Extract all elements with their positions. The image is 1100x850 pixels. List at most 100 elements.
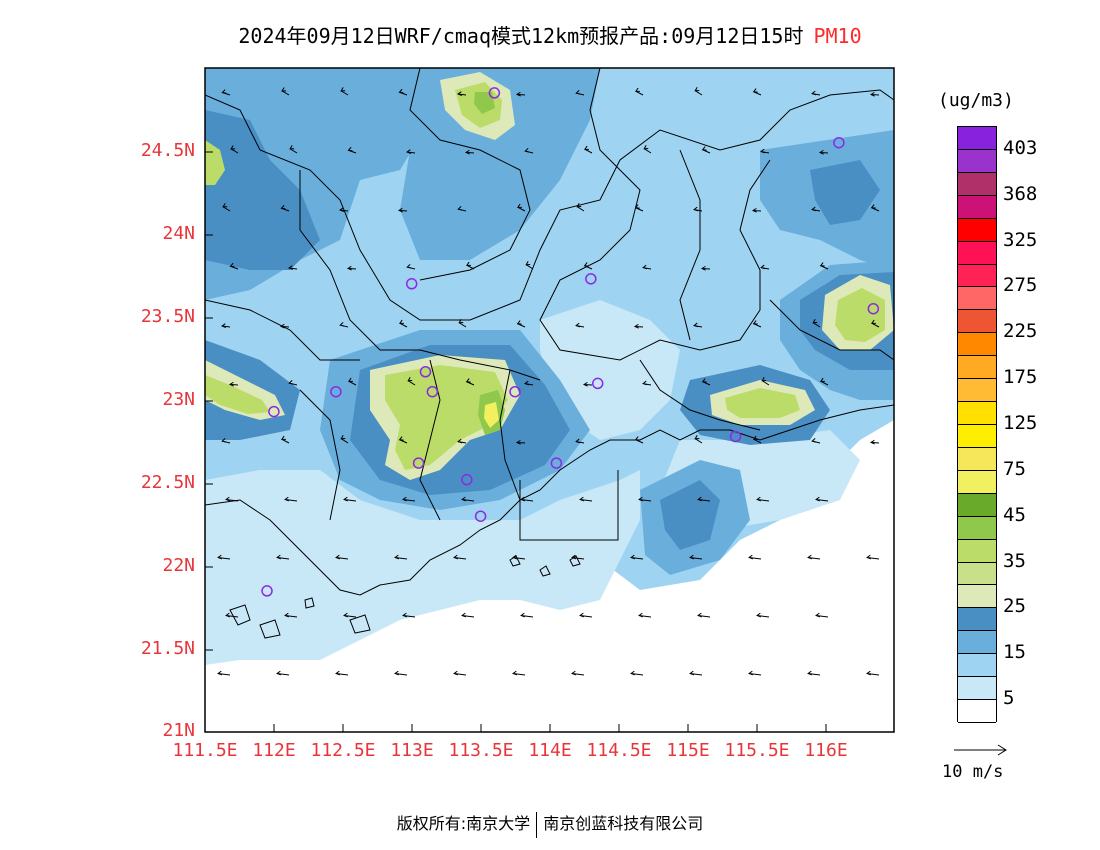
station-marker (833, 136, 845, 149)
prd-peak-75 (484, 402, 499, 428)
wind-vector-head (288, 379, 294, 385)
colorbar-swatch (958, 402, 996, 425)
wind-vector (281, 90, 290, 96)
wind-vector-head (869, 91, 875, 97)
wind-vector-head (633, 323, 639, 329)
wind-vector-head (343, 612, 349, 618)
wind-vector-head (761, 376, 767, 382)
hongkong-box (519, 470, 619, 541)
wind-vector-head (638, 496, 644, 502)
colorbar-swatch (958, 241, 996, 265)
north-hotspot-45 (474, 92, 495, 114)
lon-label-115: 115E (666, 740, 710, 761)
wind-vector-head (457, 91, 462, 96)
wind-vector-head (461, 612, 467, 618)
wind-vector-head (398, 319, 404, 324)
wind-vector-head (807, 670, 813, 676)
west-edge-hotspot (205, 140, 225, 185)
wind-vector-head (520, 496, 526, 502)
colorbar-swatch (958, 127, 996, 150)
wind-vector-head (398, 88, 404, 94)
colorbar-label: 35 (1003, 549, 1026, 572)
wind-vector (289, 148, 298, 154)
copyright-separator (536, 811, 538, 838)
wind-vector-head (748, 670, 754, 676)
wind-vector-head (693, 322, 699, 328)
station-marker (474, 510, 487, 522)
wind-vector-head (406, 263, 412, 269)
wind-vector-head (339, 207, 344, 212)
wind-vector-head (583, 145, 589, 150)
wind-vector-head (340, 434, 346, 440)
wind-vector-head (811, 438, 817, 443)
colorbar-swatch (958, 585, 996, 609)
wind-vector-head (407, 376, 413, 382)
wind-vector-head (819, 377, 825, 382)
county-boundary-8 (499, 369, 521, 501)
wind-vector (348, 380, 357, 386)
wind-vector-head (701, 146, 707, 151)
wind-vector-head (284, 496, 290, 502)
wind-vector-head (222, 203, 228, 208)
wind-vector-head (280, 204, 286, 210)
county-boundary-6 (639, 359, 761, 431)
station-marker-layer (261, 87, 880, 597)
colorbar-swatch (958, 539, 996, 563)
wind-vector-head (221, 437, 227, 443)
wind-vector-head (579, 612, 585, 618)
colorbar-swatch (958, 562, 996, 586)
wind-vector-head (281, 87, 287, 92)
county-boundary-1 (409, 68, 531, 281)
station-marker (261, 585, 273, 597)
wind-vector-head (453, 670, 459, 676)
wind-vector (525, 264, 534, 270)
wind-vector-layer (217, 86, 880, 676)
wind-vector-head (815, 612, 821, 618)
copyright-right: 南京创蓝科技有限公司 (543, 814, 704, 833)
station-marker (867, 302, 880, 315)
lat-label-21: 21N (162, 720, 195, 741)
colorbar-label: 325 (1003, 228, 1038, 251)
wind-vector-head (276, 670, 282, 676)
wind-vector-head (229, 262, 235, 268)
wind-vector-head (340, 87, 346, 92)
colorbar-swatch (958, 516, 996, 540)
wind-vector (517, 206, 526, 212)
wind-vector-head (512, 554, 518, 560)
wind-vector-head (516, 320, 522, 325)
wind-vector-head (870, 319, 876, 324)
southeast-hotspot-35 (725, 388, 800, 418)
lat-label-24: 24N (162, 223, 195, 244)
lon-label-114: 114E (528, 740, 572, 761)
wind-vector-head (701, 378, 707, 383)
wind-vector-head (394, 670, 400, 676)
wind-vector-head (289, 145, 295, 150)
colorbar-swatch (958, 195, 996, 219)
wind-vector-head (217, 670, 223, 676)
wind-vector-head (576, 202, 582, 208)
county-boundary-5 (769, 299, 894, 361)
wind-vector-head (339, 321, 345, 327)
colorbar-swatch (958, 631, 996, 655)
wind-vector-head (288, 265, 293, 270)
lat-label-23: 23N (162, 389, 195, 410)
colorbar-swatch (958, 677, 996, 701)
county-boundary-2 (539, 68, 771, 361)
wind-vector-head (406, 149, 411, 154)
west-coast-hotspot-35 (205, 375, 270, 414)
wind-vector-head (571, 554, 577, 560)
wind-vector-head (693, 206, 699, 212)
admin-boundaries (205, 68, 894, 521)
wind-vector-head (630, 554, 636, 560)
wind-vector-head (397, 207, 403, 213)
wind-vector-head (465, 261, 471, 266)
wind-vector-head (689, 670, 695, 676)
wind-vector-head (575, 89, 581, 95)
wind-vector-head (221, 323, 226, 328)
axis-ticks (204, 151, 827, 733)
colorbar-swatch (958, 654, 996, 678)
station-marker (591, 377, 604, 390)
station-marker (268, 405, 280, 418)
wind-vector-head (515, 439, 521, 445)
